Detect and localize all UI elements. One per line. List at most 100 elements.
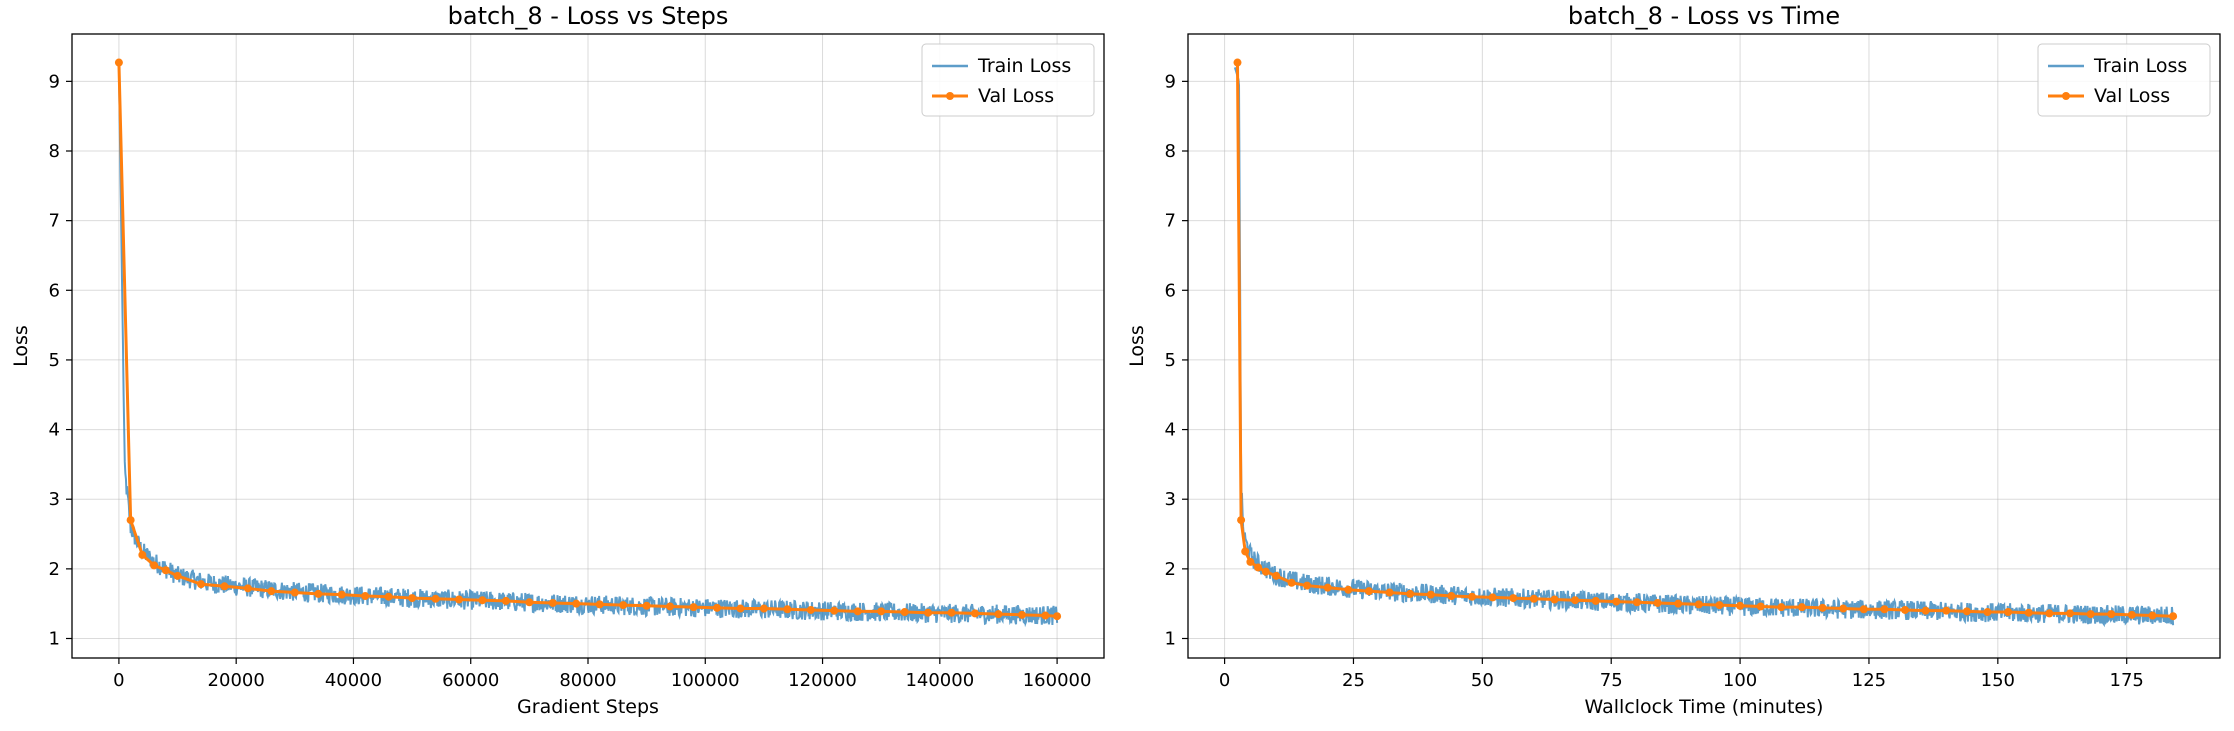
series-train-loss-line [1233, 67, 2175, 628]
val-loss-point [431, 594, 440, 603]
val-loss-point [548, 598, 557, 607]
val-loss-point [1426, 590, 1435, 599]
val-loss-point [1287, 578, 1296, 587]
x-tick-label: 40000 [325, 670, 382, 691]
val-loss-point [314, 589, 323, 598]
series-layer [114, 58, 1062, 628]
legend-box [921, 43, 1095, 117]
y-tick-label: 9 [49, 71, 60, 92]
legend-label-val-loss: Val Loss [2094, 85, 2170, 107]
val-loss-point [455, 595, 463, 604]
val-loss-point [1777, 603, 1786, 612]
plot-area: 0 25 50 75 100 125 150 175 1 2 3 4 5 6 7 8 9 [1165, 33, 2221, 691]
x-axis-label: Gradient Steps [517, 696, 659, 718]
y-tick-label: 1 [1165, 629, 1176, 650]
x-tick-label: 175 [2110, 670, 2144, 691]
val-loss-point [220, 582, 229, 591]
val-loss-point [689, 603, 698, 612]
val-loss-point [1241, 547, 1250, 556]
val-loss-point [2148, 611, 2157, 620]
val-loss-point [243, 584, 252, 593]
x-tick-label: 125 [1852, 670, 1886, 691]
val-loss-point [138, 550, 147, 559]
val-loss-point [1529, 594, 1538, 603]
val-loss-point [1323, 583, 1332, 592]
val-loss-point [1509, 594, 1518, 603]
y-axis-label: Loss [1126, 325, 1148, 367]
val-loss-point [1736, 601, 1745, 610]
val-loss-point [1406, 589, 1415, 598]
y-tick-label: 7 [1165, 211, 1176, 232]
val-loss-point [806, 605, 815, 614]
val-loss-point [525, 598, 534, 607]
y-tick-label: 5 [1165, 350, 1176, 371]
val-loss-point [994, 610, 1003, 619]
val-loss-point [619, 601, 628, 610]
val-loss-point [1632, 598, 1641, 607]
x-tick-label: 150 [1981, 670, 2015, 691]
val-loss-point [1272, 571, 1281, 580]
val-loss-point [1797, 603, 1806, 612]
val-loss-point [150, 561, 159, 570]
val-loss-point [126, 516, 135, 525]
x-tick-label: 80000 [559, 670, 616, 691]
y-tick-label: 4 [1165, 420, 1176, 441]
legend-box [2037, 43, 2211, 117]
series-val-loss-line [1235, 62, 2174, 618]
val-loss-point [1901, 605, 1910, 614]
val-loss-point [161, 566, 170, 575]
x-tick-label: 160000 [1023, 670, 1092, 691]
val-loss-point [642, 601, 651, 610]
y-tick-label: 2 [1165, 559, 1176, 580]
val-loss-point [2065, 609, 2074, 618]
val-loss-point [900, 608, 909, 617]
x-tick-label: 120000 [788, 670, 857, 691]
x-tick-label: 75 [1600, 670, 1623, 691]
val-loss-point [1612, 597, 1621, 606]
val-loss-point [666, 602, 675, 611]
legend-label-train-loss: Train Loss [2093, 55, 2187, 77]
y-tick-label: 6 [49, 280, 60, 301]
val-loss-point [1254, 563, 1263, 572]
val-loss-point [1859, 605, 1868, 614]
val-loss-point [2086, 610, 2095, 619]
val-loss-point [197, 580, 205, 589]
x-tick-label: 100000 [671, 670, 740, 691]
val-loss-point [736, 604, 745, 613]
y-axis-label: Loss [10, 325, 32, 367]
val-loss-point [1880, 605, 1889, 614]
val-loss-point [114, 58, 123, 67]
y-tick-label: 3 [49, 489, 60, 510]
x-tick-label: 20000 [208, 670, 265, 691]
val-loss-point [1962, 607, 1971, 616]
y-tick-label: 5 [49, 350, 60, 371]
x-tick-label: 140000 [905, 670, 974, 691]
val-loss-point [290, 588, 299, 597]
legend-label-val-loss: Val Loss [978, 85, 1054, 107]
val-loss-point [1447, 592, 1456, 601]
val-loss-point [337, 590, 346, 599]
val-loss-point [501, 596, 510, 605]
val-loss-point [1921, 606, 1930, 615]
x-tick-label: 60000 [442, 670, 499, 691]
chart-title: batch_8 - Loss vs Steps [448, 2, 729, 30]
val-loss-point [478, 596, 487, 605]
y-tick-label: 8 [49, 141, 60, 162]
val-loss-point [1715, 601, 1724, 610]
val-loss-point [173, 571, 182, 580]
series-layer [1233, 58, 2178, 628]
x-axis-label: Wallclock Time (minutes) [1585, 696, 1824, 718]
val-loss-point [1694, 600, 1703, 609]
x-tick-label: 0 [1219, 670, 1230, 691]
val-loss-point [783, 605, 792, 614]
y-tick-label: 9 [1165, 71, 1176, 92]
val-loss-point [713, 603, 721, 612]
legend-label-train-loss: Train Loss [977, 55, 1071, 77]
val-loss-point [1818, 603, 1827, 612]
x-tick-label: 0 [113, 670, 124, 691]
val-loss-point [1942, 606, 1951, 615]
y-tick-label: 6 [1165, 280, 1176, 301]
val-loss-point [1756, 602, 1765, 611]
val-loss-point [1041, 611, 1050, 620]
y-tick-label: 2 [49, 559, 60, 580]
